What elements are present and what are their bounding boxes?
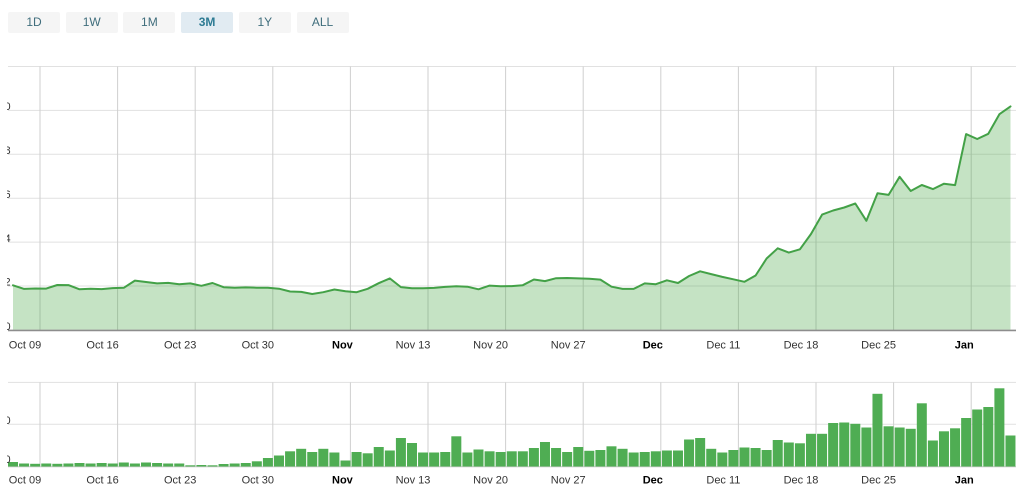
svg-text:Nov 13: Nov 13	[396, 339, 431, 351]
svg-text:10: 10	[0, 321, 11, 333]
svg-text:Oct 09: Oct 09	[9, 339, 41, 351]
svg-text:Nov 27: Nov 27	[551, 339, 586, 351]
svg-text:16: 16	[0, 189, 11, 201]
svg-text:Oct 30: Oct 30	[242, 475, 274, 487]
svg-text:0: 0	[4, 454, 10, 466]
svg-text:Nov 20: Nov 20	[473, 475, 508, 487]
svg-text:Nov 27: Nov 27	[551, 475, 586, 487]
svg-text:Oct 16: Oct 16	[86, 475, 118, 487]
svg-text:Oct 23: Oct 23	[164, 475, 196, 487]
svg-text:Jan: Jan	[955, 475, 974, 487]
svg-text:Dec: Dec	[643, 339, 663, 351]
svg-text:Dec 18: Dec 18	[784, 475, 819, 487]
svg-text:Dec 25: Dec 25	[861, 475, 896, 487]
svg-text:Oct 23: Oct 23	[164, 339, 196, 351]
svg-text:18: 18	[0, 145, 11, 157]
svg-text:14: 14	[0, 233, 11, 245]
svg-text:Dec 11: Dec 11	[706, 475, 740, 487]
svg-text:Nov: Nov	[332, 339, 354, 351]
svg-text:Nov 20: Nov 20	[473, 339, 508, 351]
svg-text:200: 200	[0, 415, 11, 427]
svg-text:Dec 18: Dec 18	[784, 339, 819, 351]
svg-text:Oct 30: Oct 30	[242, 339, 274, 351]
svg-text:Dec 11: Dec 11	[706, 339, 740, 351]
svg-text:Nov: Nov	[332, 475, 354, 487]
svg-text:Nov 13: Nov 13	[396, 475, 431, 487]
svg-text:12: 12	[0, 277, 11, 289]
svg-text:Oct 16: Oct 16	[86, 339, 118, 351]
svg-text:20: 20	[0, 101, 11, 113]
svg-text:Dec: Dec	[643, 475, 663, 487]
svg-text:Jan: Jan	[955, 339, 974, 351]
svg-text:Dec 25: Dec 25	[861, 339, 896, 351]
svg-text:Oct 09: Oct 09	[9, 475, 41, 487]
